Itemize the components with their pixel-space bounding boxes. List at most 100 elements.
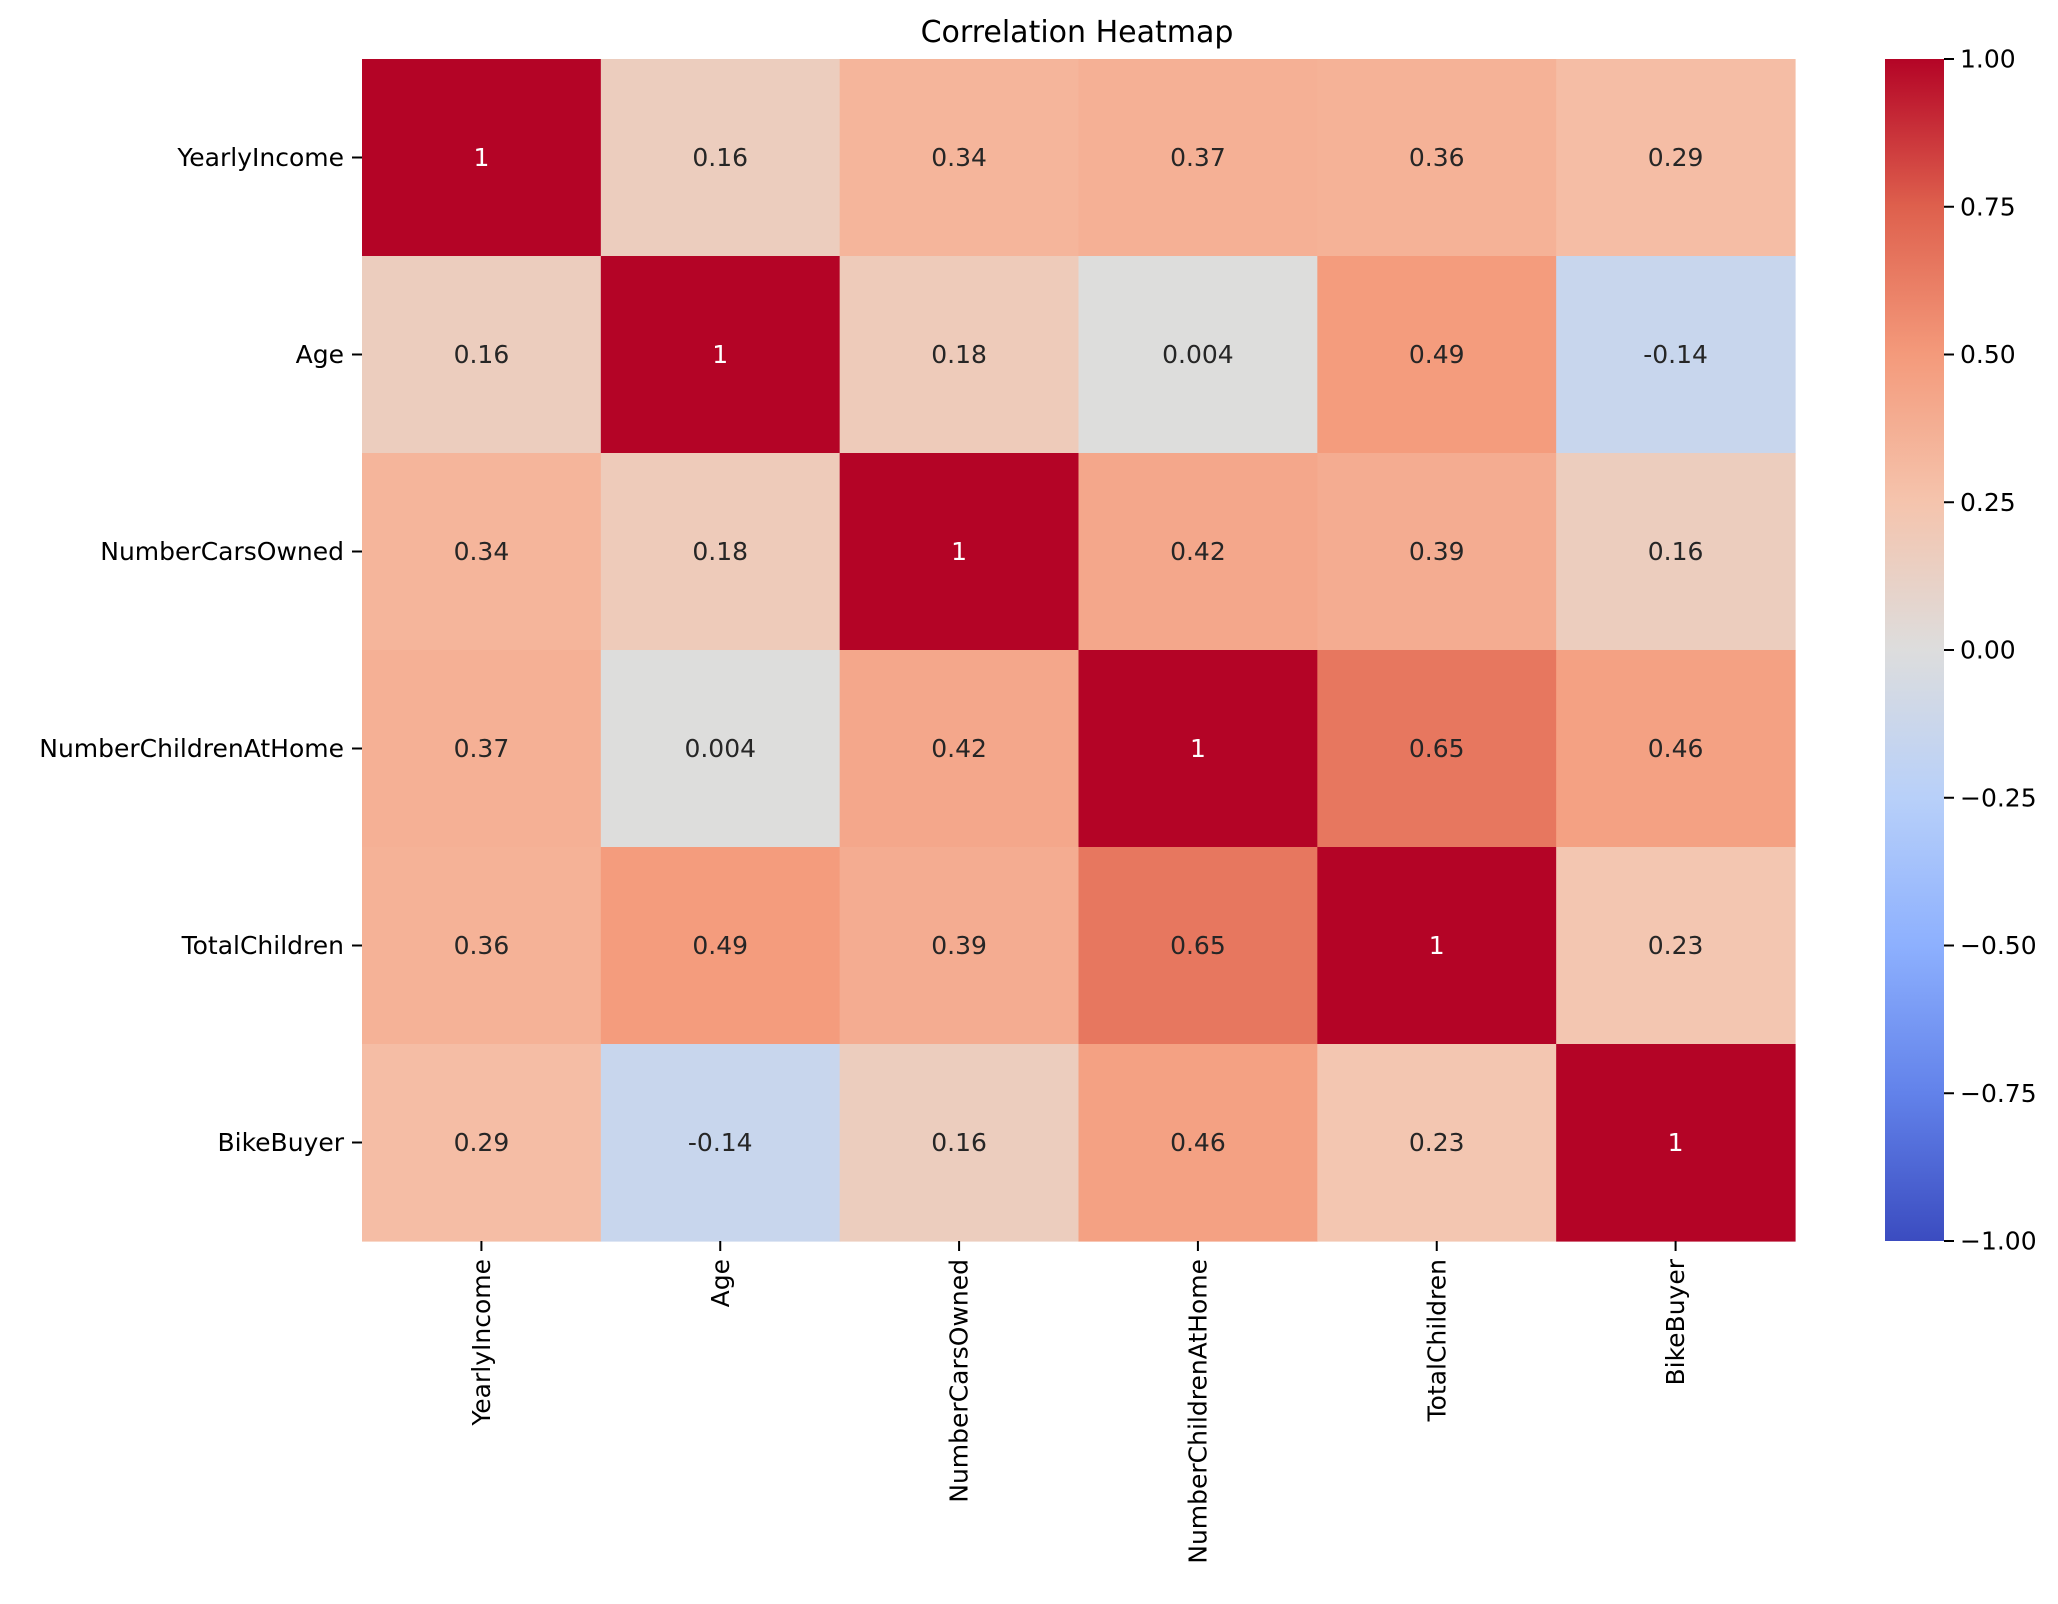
cell-annotation: 0.36: [454, 931, 510, 960]
cell-annotation: 0.36: [1409, 143, 1465, 172]
cell-annotation: 0.39: [1409, 537, 1465, 566]
colorbar-tick-label: 1.00: [1960, 45, 2016, 74]
heatmap-cell: [1556, 847, 1796, 1045]
y-tick-label: NumberChildrenAtHome: [39, 734, 344, 763]
heatmap-cell: [600, 59, 841, 257]
heatmap-cell: [1317, 650, 1557, 848]
cell-annotation: 0.18: [692, 537, 748, 566]
cell-annotation: 0.16: [1648, 537, 1704, 566]
colorbar-tick-label: 0.25: [1960, 488, 2016, 517]
cell-annotation: 1: [712, 340, 728, 369]
x-tick-label: Age: [706, 1259, 735, 1307]
heatmap-cell: [600, 1044, 841, 1242]
heatmap-cell: [839, 256, 1080, 454]
colorbar-tick-label: 0.00: [1960, 636, 2016, 665]
cell-annotation: 1: [951, 537, 967, 566]
x-tick-label: NumberChildrenAtHome: [1183, 1259, 1212, 1564]
heatmap-cell: [1078, 453, 1318, 651]
cell-annotation: 0.23: [1648, 931, 1704, 960]
cell-annotation: 0.34: [931, 143, 987, 172]
heatmap-cell: [839, 650, 1080, 848]
y-tick-label: YearlyIncome: [176, 143, 344, 172]
heatmap-cell: [362, 453, 602, 651]
heatmap-cell: [1317, 1044, 1557, 1242]
x-tick-label: BikeBuyer: [1661, 1258, 1690, 1385]
heatmap-cell: [839, 1044, 1080, 1242]
heatmap-cell: [600, 847, 841, 1045]
cell-annotation: 0.42: [931, 734, 987, 763]
cell-annotation: 0.29: [454, 1128, 510, 1157]
heatmap-cell: [839, 847, 1080, 1045]
cell-annotation: 0.37: [1170, 143, 1226, 172]
heatmap-cell: [1556, 59, 1796, 257]
cell-annotation: 0.65: [1409, 734, 1465, 763]
heatmap-cell: [362, 256, 602, 454]
x-tick-label: YearlyIncome: [467, 1259, 496, 1427]
heatmap-cell: [1078, 650, 1318, 848]
heatmap-cell: [362, 1044, 602, 1242]
cell-annotation: 0.29: [1648, 143, 1704, 172]
cell-annotation: 0.46: [1648, 734, 1704, 763]
heatmap-cell: [839, 453, 1080, 651]
heatmap-cell: [362, 650, 602, 848]
cell-annotation: 1: [473, 143, 489, 172]
cell-annotation: 0.49: [1409, 340, 1465, 369]
cell-annotation: -0.14: [688, 1128, 753, 1157]
cell-annotation: 0.18: [931, 340, 987, 369]
heatmap-cell: [600, 453, 841, 651]
heatmap-cell: [1317, 59, 1557, 257]
cell-annotation: 0.004: [684, 734, 756, 763]
y-tick-label: NumberCarsOwned: [100, 537, 344, 566]
cell-annotation: 0.16: [454, 340, 510, 369]
heatmap-cell: [1078, 847, 1318, 1045]
colorbar-tick-label: 0.50: [1960, 340, 2016, 369]
cell-annotation: 0.23: [1409, 1128, 1465, 1157]
y-tick-label: TotalChildren: [181, 931, 344, 960]
x-tick-label: NumberCarsOwned: [945, 1259, 974, 1503]
heatmap-cells: [362, 59, 1796, 1242]
heatmap-cell: [1556, 256, 1796, 454]
heatmap-cell: [1556, 453, 1796, 651]
cell-annotation: 1: [1190, 734, 1206, 763]
cell-annotation: 0.42: [1170, 537, 1226, 566]
y-tick-label: BikeBuyer: [217, 1128, 344, 1157]
cell-annotation: 0.16: [692, 143, 748, 172]
cell-annotation: 1: [1429, 931, 1445, 960]
x-axis: YearlyIncome Age NumberCarsOwned NumberChil…: [467, 1241, 1690, 1564]
cell-annotation: 0.39: [931, 931, 987, 960]
heatmap-cell: [362, 59, 602, 257]
cell-annotation: 0.65: [1170, 931, 1226, 960]
heatmap-cell: [1317, 453, 1557, 651]
colorbar-tick-label: −0.25: [1960, 783, 2037, 812]
cell-annotation: 1: [1668, 1128, 1684, 1157]
cell-annotation: 0.37: [454, 734, 510, 763]
heatmap-cell: [1317, 847, 1557, 1045]
cell-annotations: 1 0.16 0.34 0.37 0.36 0.29 0.16 1 0.18 0.004 0.49 -…: [454, 143, 1708, 1157]
chart-title: Correlation Heatmap: [921, 15, 1234, 50]
y-tick-label: Age: [296, 340, 344, 369]
heatmap-cell: [1556, 650, 1796, 848]
heatmap-cell: [600, 650, 841, 848]
heatmap-cell: [1078, 256, 1318, 454]
cell-annotation: 0.49: [692, 931, 748, 960]
x-tick-label: TotalChildren: [1422, 1259, 1451, 1422]
heatmap-cell: [1317, 256, 1557, 454]
heatmap-cell: [600, 256, 841, 454]
cell-annotation: 0.34: [454, 537, 510, 566]
colorbar-tick-label: 0.75: [1960, 192, 2016, 221]
y-axis: YearlyIncome Age NumberCarsOwned NumberChil…: [39, 143, 362, 1157]
cell-annotation: 0.004: [1162, 340, 1234, 369]
colorbar-tick-label: −0.50: [1960, 931, 2037, 960]
cell-annotation: -0.14: [1643, 340, 1708, 369]
heatmap-cell: [839, 59, 1080, 257]
colorbar-tick-label: −0.75: [1960, 1079, 2037, 1108]
cell-annotation: 0.16: [931, 1128, 987, 1157]
heatmap-cell: [1078, 1044, 1318, 1242]
heatmap-cell: [1556, 1044, 1796, 1242]
colorbar: 1.00 0.75 0.50 0.25 0.00 −0.25 −0.50 −0.75 −1.00: [1885, 45, 2037, 1256]
colorbar-gradient: [1885, 59, 1944, 1241]
cell-annotation: 0.46: [1170, 1128, 1226, 1157]
colorbar-tick-label: −1.00: [1960, 1227, 2037, 1256]
heatmap-cell: [362, 847, 602, 1045]
